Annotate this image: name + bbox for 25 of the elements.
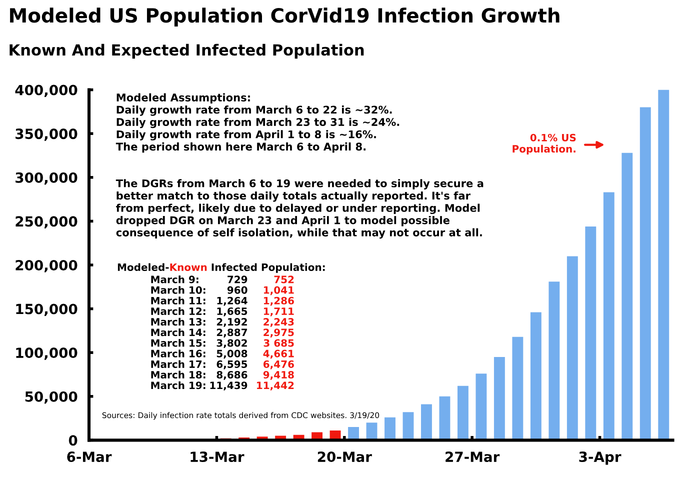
text: 752 1,041 1,286 1,711 2,243 2,975 3 685 4,661 6,476 9,418 11,442 — [257, 276, 294, 390]
annotation: Modeled Assumptions: Daily growth rate from March 6 to 22 is ~32%. Daily growth rate from March 23 to 31 is ~24%. Daily growth rate from April 1 to 8 is ~16%. The period shown here March 6 to April 8. — [116, 93, 400, 153]
text: 729 960 1,264 1,665 2,192 2,887 3,802 5,008 6,595 8,686 11,439 — [210, 276, 248, 390]
y-tick-label: 0 — [68, 435, 78, 446]
x-tick-label: 20-Mar — [318, 452, 372, 462]
x-tick-label: 3-Apr — [579, 452, 622, 465]
x-tick-label: 13-Mar — [190, 452, 244, 462]
chart-title: Modeled US Population CorVid19 Infection Growth — [10, 8, 560, 26]
annotation: 0.1% US Population. — [512, 134, 576, 155]
y-tick-label: 200,000 — [16, 260, 78, 272]
annotation: Infected Population: — [212, 263, 325, 273]
y-tick-label: 300,000 — [16, 172, 78, 185]
annotation: Modeled- — [118, 263, 169, 271]
chart-subtitle: Known And Expected Infected Population — [10, 44, 364, 59]
y-tick-label: 250,000 — [16, 216, 78, 228]
y-tick-label: 400,000 — [15, 84, 78, 98]
annotation: Known — [170, 264, 207, 271]
y-tick-label: 50,000 — [25, 391, 78, 404]
x-tick-label: 27-Mar — [446, 452, 500, 462]
annotation: The DGRs from March 6 to 19 were needed to simply secure a better match to those daily totals actually reported. It's far from perfect, likely due to delayed or under reporting. Model dropped DGR on March 23 and April 1 to model possible consequence of self isolation, while that may not occur at all. — [116, 179, 484, 239]
x-tick-label: 6-Mar — [67, 452, 112, 462]
y-tick-label: 150,000 — [16, 304, 78, 316]
y-tick-label: 100,000 — [16, 348, 78, 360]
y-tick-label: 350,000 — [16, 128, 78, 141]
text: March 9: March 10: March 11: March 12: March 13: March 14: March 15: March 16: March 17: March 18: March 19: — [151, 275, 206, 390]
